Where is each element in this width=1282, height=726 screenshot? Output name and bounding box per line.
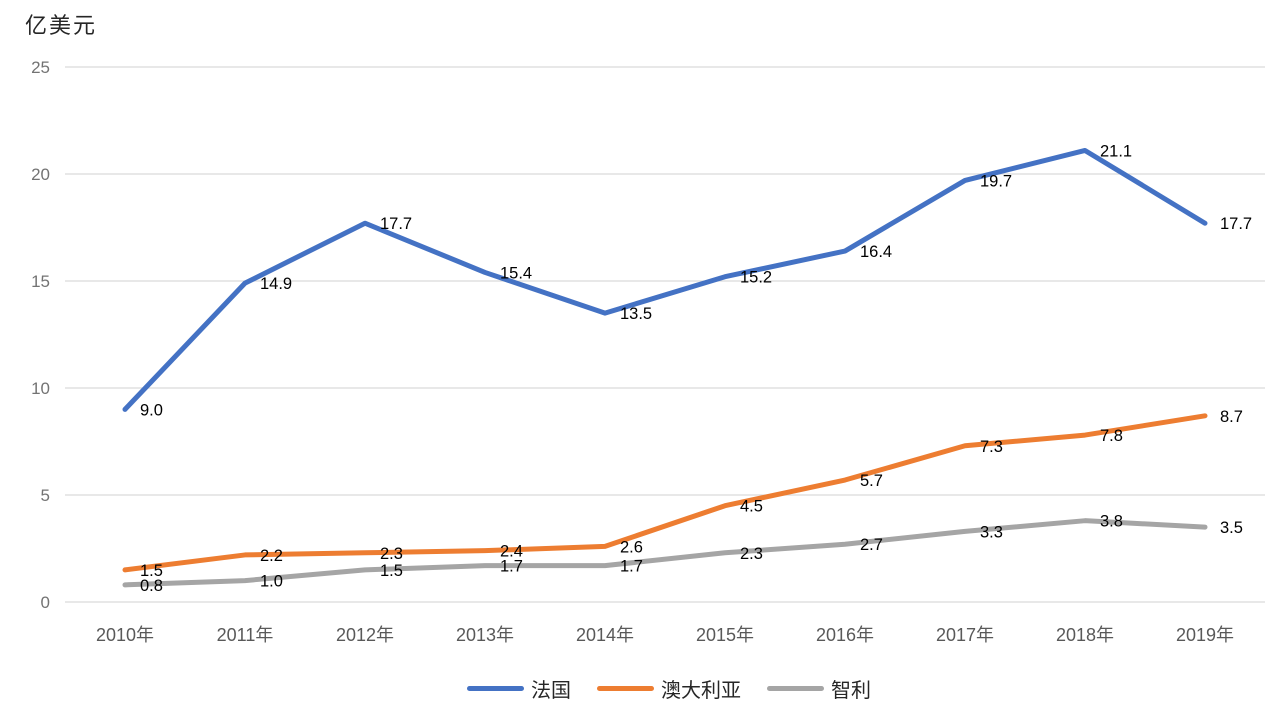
data-label: 15.4 [500,264,532,282]
y-axis-unit-label: 亿美元 [25,13,98,38]
x-tick-label: 2016年 [816,625,874,645]
legend-item-法国: 法国 [467,674,571,703]
series-line-法国 [122,147,1208,412]
series-line-智利 [122,518,1208,588]
legend-item-澳大利亚: 澳大利亚 [597,674,741,703]
x-tick-label: 2012年 [336,625,394,645]
data-label: 13.5 [620,305,652,323]
y-tick-label: 20 [31,165,50,184]
legend-item-智利: 智利 [767,674,871,703]
legend-label: 澳大利亚 [661,680,741,702]
x-tick-label: 2015年 [696,625,754,645]
data-label: 3.5 [1220,519,1243,537]
y-tick-label: 5 [41,486,50,505]
data-label: 19.7 [980,172,1012,190]
data-label: 9.0 [140,401,163,419]
data-label: 2.2 [260,547,283,565]
y-tick-label: 0 [41,593,50,612]
data-label: 1.5 [140,562,163,580]
legend-swatch [467,686,524,691]
y-tick-label: 25 [31,58,50,77]
chart-legend: 法国 澳大利亚 智利 [28,674,1282,703]
data-label: 7.3 [980,438,1003,456]
y-tick-label: 10 [31,379,50,398]
x-tick-label: 2017年 [936,625,994,645]
data-label: 8.7 [1220,408,1243,426]
data-label: 2.6 [620,538,643,556]
data-label: 1.0 [260,573,283,591]
series-line-澳大利亚 [122,413,1208,573]
data-label: 1.5 [380,562,403,580]
data-label: 14.9 [260,275,292,293]
data-label: 7.8 [1100,427,1123,445]
data-label: 1.7 [500,558,523,576]
legend-swatch [767,686,824,691]
legend-label: 智利 [831,680,871,702]
data-label: 16.4 [860,243,892,261]
data-label: 2.4 [500,543,523,561]
data-label: 2.7 [860,536,883,554]
y-tick-label: 15 [31,272,50,291]
legend-swatch [597,686,654,691]
data-label: 5.7 [860,472,883,490]
data-label: 3.3 [980,523,1003,541]
data-label: 17.7 [1220,215,1252,233]
x-tick-label: 2019年 [1176,625,1234,645]
x-tick-label: 2013年 [456,625,514,645]
data-label: 1.7 [620,558,643,576]
plot-area: 0 5 10 15 20 25 2010年 2011年 2012年 2013年 2014年 2015年… [31,58,1265,645]
data-label: 17.7 [380,215,412,233]
legend-label: 法国 [531,680,571,702]
data-label: 3.8 [1100,513,1123,531]
data-label: 2.3 [740,545,763,563]
data-label: 15.2 [740,269,772,287]
x-tick-label: 2010年 [96,625,154,645]
data-label: 4.5 [740,498,763,516]
data-label: 2.3 [380,545,403,563]
data-label: 0.8 [140,577,163,595]
data-label: 21.1 [1100,142,1132,160]
x-tick-label: 2018年 [1056,625,1114,645]
x-tick-label: 2014年 [576,625,634,645]
x-tick-label: 2011年 [217,625,274,645]
